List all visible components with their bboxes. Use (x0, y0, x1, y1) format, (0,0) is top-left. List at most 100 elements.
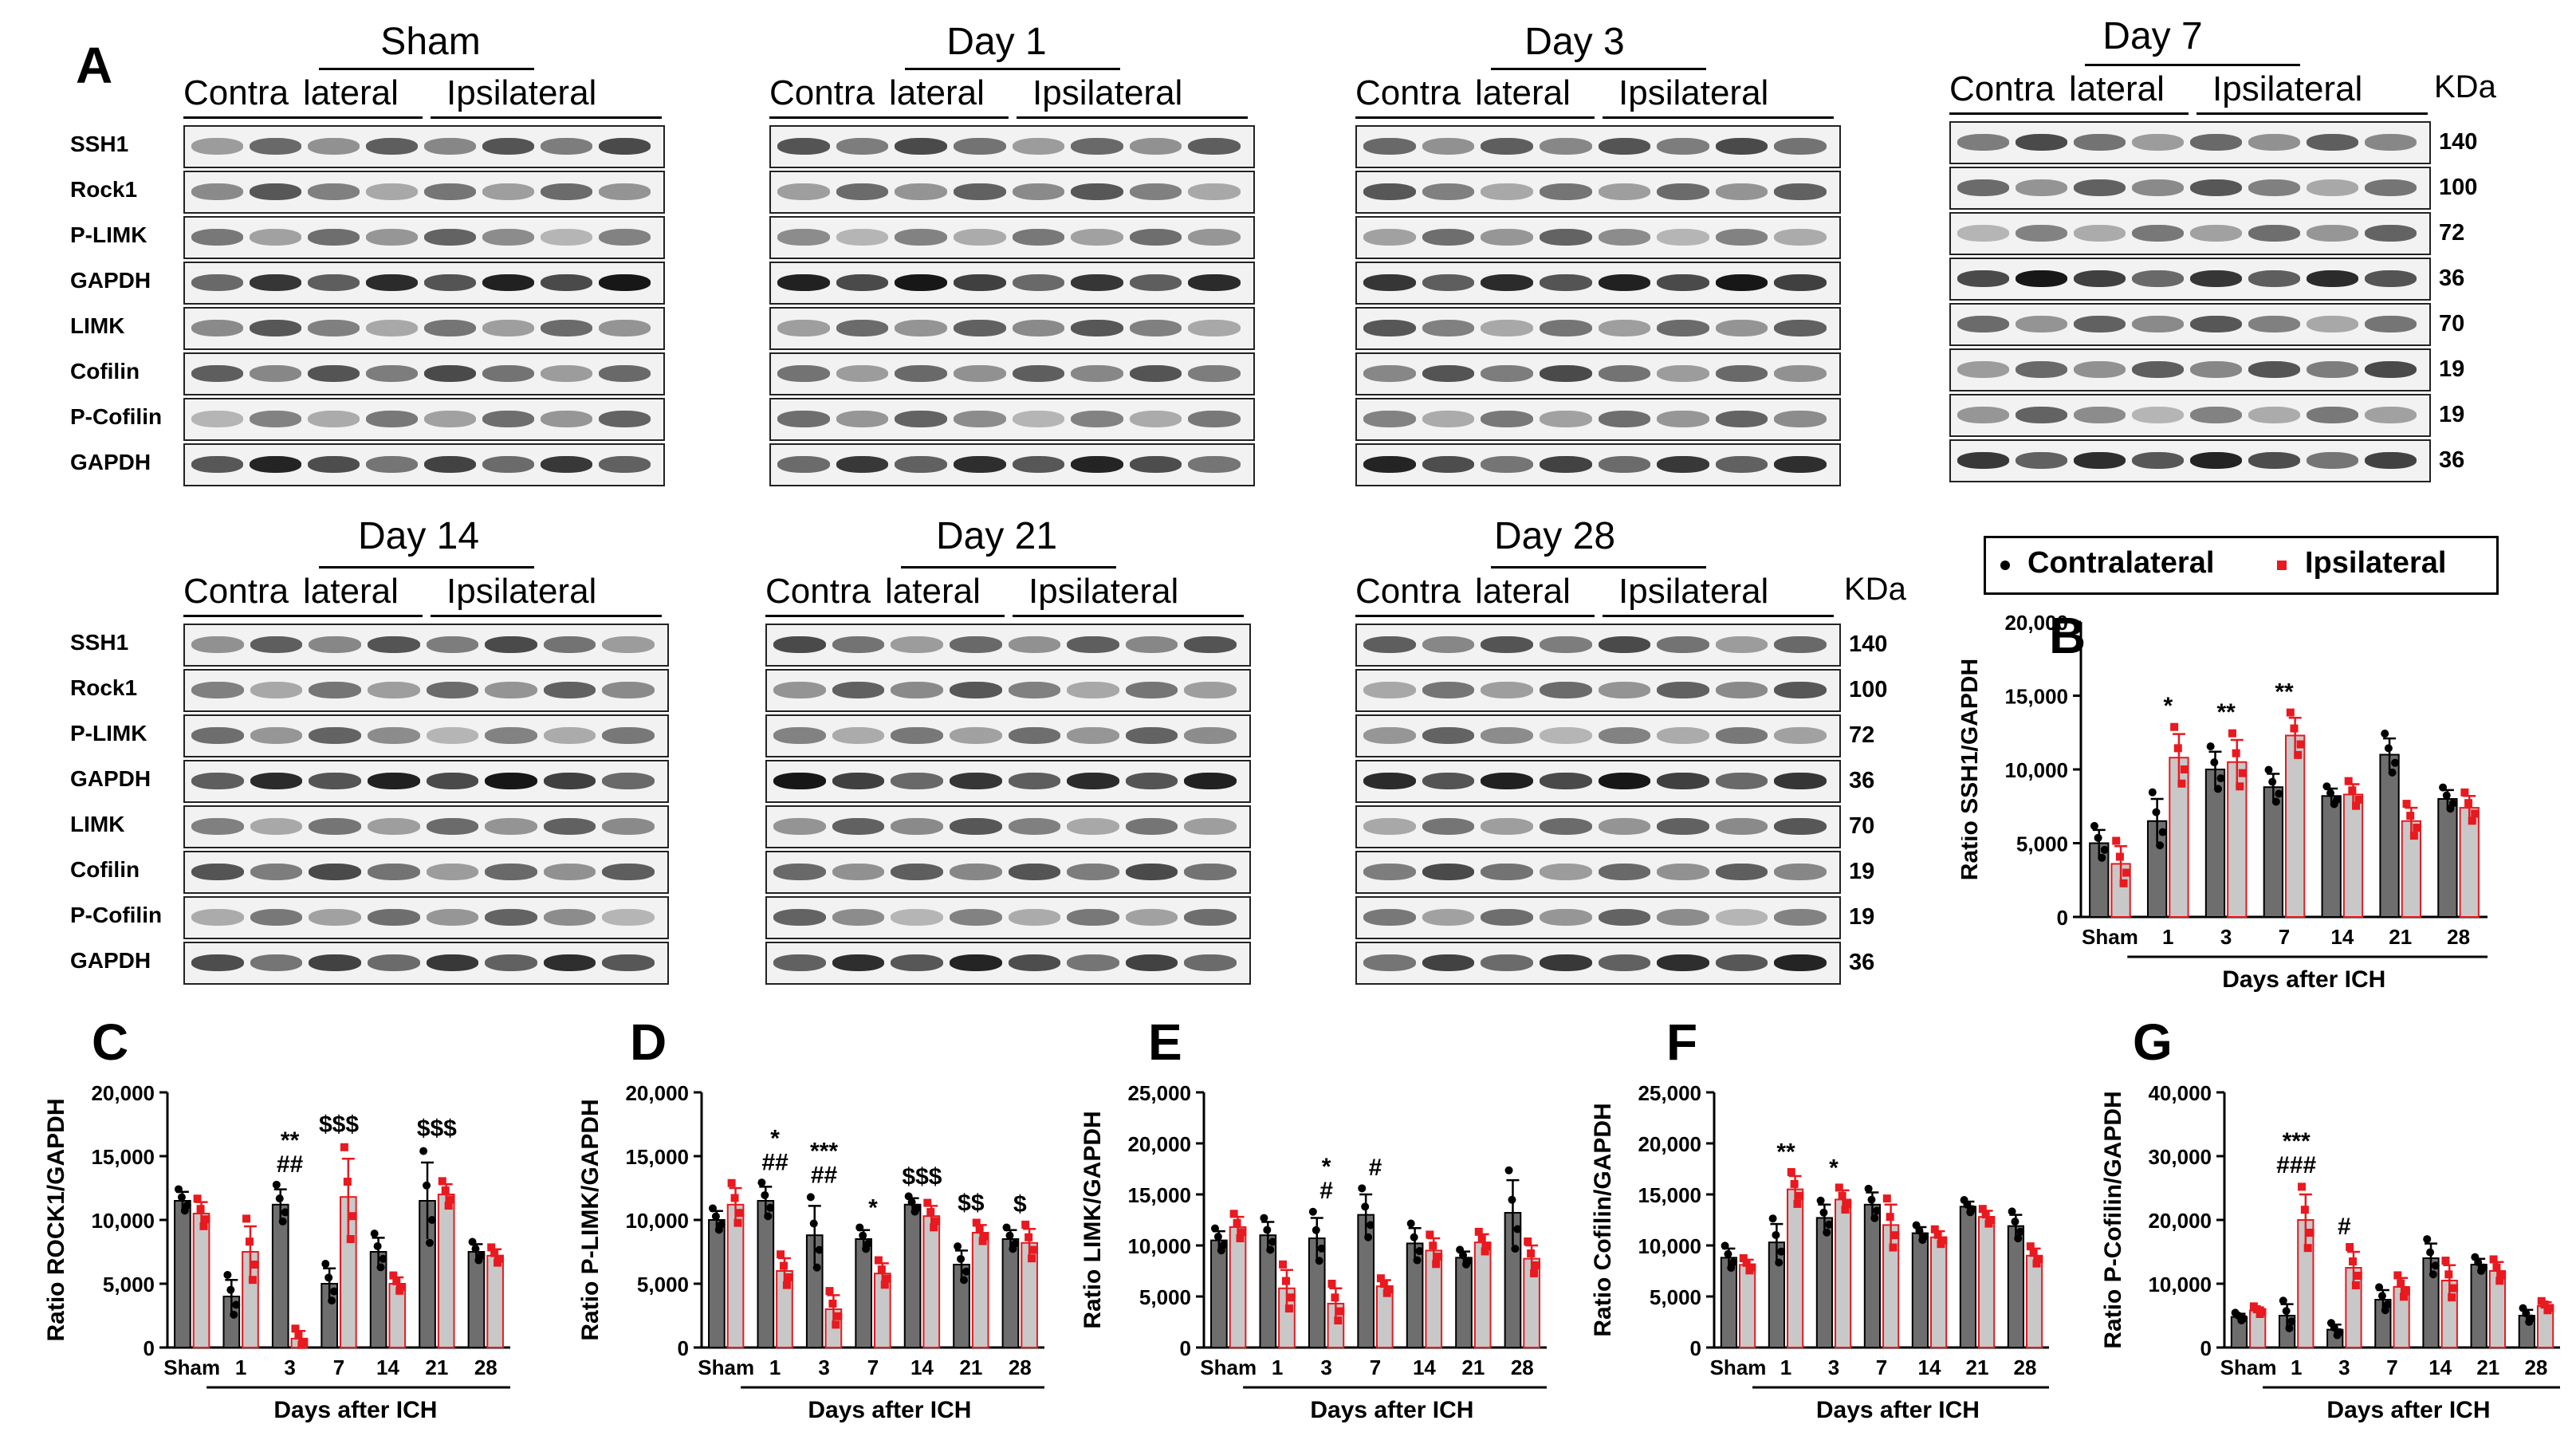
protein-band (1715, 138, 1768, 155)
x-tick-label: 28 (2014, 1355, 2037, 1379)
data-point-contralateral (815, 1245, 824, 1254)
data-point-ipsilateral (2444, 1270, 2453, 1279)
kda-label: 100 (1849, 677, 1888, 702)
data-point-ipsilateral (250, 1261, 259, 1269)
data-point-ipsilateral (1429, 1241, 1437, 1250)
x-tick-label: 7 (333, 1355, 344, 1379)
blot-strip (183, 443, 665, 486)
significance-annotation: ** (2275, 679, 2294, 705)
protein-band (2132, 361, 2184, 378)
protein-band (2074, 179, 2126, 196)
kda-label: 72 (1849, 722, 1875, 748)
ipsi-label: Ipsilateral (2212, 69, 2363, 108)
protein-band (1774, 320, 1827, 336)
protein-band (777, 320, 830, 336)
blot-strip (769, 443, 1255, 486)
blot-strip (1355, 307, 1841, 350)
protein-band (836, 274, 889, 291)
data-point-ipsilateral (1030, 1245, 1039, 1254)
data-point-contralateral (423, 1181, 431, 1190)
protein-band (949, 864, 1002, 880)
protein-band (250, 183, 301, 200)
protein-band (1539, 320, 1592, 336)
protein-band (2307, 452, 2358, 469)
row-label: GAPDH (70, 450, 151, 474)
protein-band (308, 320, 360, 336)
y-axis-label: Ratio SSH1/GAPDH (1961, 659, 1983, 880)
protein-band (250, 636, 303, 653)
protein-band (1715, 183, 1768, 200)
kda-label: 100 (2439, 175, 2478, 200)
protein-band (1129, 274, 1182, 291)
protein-band (2307, 134, 2358, 151)
data-point-contralateral (1213, 1232, 1222, 1241)
y-tick-label: 25,000 (1127, 1081, 1191, 1105)
protein-band (1125, 727, 1178, 744)
protein-band (2016, 270, 2067, 287)
blot-strip (183, 352, 665, 395)
protein-band (1657, 636, 1709, 653)
protein-band (1598, 365, 1651, 382)
row-label: P-Cofilin (70, 404, 163, 429)
protein-band (250, 954, 303, 971)
protein-band (1598, 138, 1651, 155)
protein-band (1012, 274, 1065, 291)
protein-band (2016, 225, 2067, 242)
protein-band (2365, 361, 2417, 378)
protein-band (2248, 407, 2300, 423)
contra-label-prefix: Contra (1949, 69, 2055, 108)
data-point-ipsilateral (2546, 1304, 2554, 1312)
x-tick-label: 7 (1370, 1355, 1381, 1379)
data-point-ipsilateral (1532, 1261, 1541, 1269)
data-point-ipsilateral (1939, 1236, 1948, 1245)
data-point-contralateral (2016, 1227, 2025, 1236)
data-point-ipsilateral (1530, 1269, 1539, 1277)
data-point-ipsilateral (730, 1194, 739, 1202)
protein-band (891, 818, 943, 835)
bar-contralateral (1001, 1238, 1020, 1348)
data-point-ipsilateral (294, 1331, 303, 1340)
data-point-contralateral (1721, 1241, 1729, 1250)
data-point-contralateral (1260, 1214, 1268, 1222)
blot-strip (183, 624, 669, 667)
x-tick-label: Sham (1710, 1355, 1767, 1379)
data-point-ipsilateral (978, 1237, 987, 1245)
protein-band (1363, 365, 1416, 382)
data-point-ipsilateral (2177, 779, 2186, 788)
protein-band (191, 773, 244, 789)
protein-band (953, 138, 1006, 155)
protein-band (1774, 365, 1827, 382)
protein-band (1125, 818, 1178, 835)
x-tick-label: 7 (867, 1355, 879, 1379)
contra-label-prefix: Contra (183, 572, 289, 611)
protein-band (191, 320, 243, 336)
blot-strip (765, 624, 1251, 667)
x-axis-label: Days after ICH (808, 1397, 971, 1423)
data-point-contralateral (1870, 1214, 1879, 1222)
protein-band (1598, 864, 1651, 880)
y-tick-label: 0 (2200, 1336, 2212, 1360)
data-point-ipsilateral (199, 1222, 208, 1230)
data-point-ipsilateral (1748, 1263, 1756, 1272)
data-point-ipsilateral (1795, 1191, 1804, 1200)
protein-band (485, 864, 537, 880)
protein-band (836, 411, 889, 427)
protein-band (949, 636, 1002, 653)
legend-marker-ipsilateral (2277, 561, 2287, 570)
data-point-contralateral (1768, 1214, 1777, 1223)
protein-band (1363, 636, 1416, 653)
contra-label-suffix: lateral (2069, 69, 2165, 108)
blot-title: Day 14 (357, 515, 480, 557)
data-point-contralateral (1968, 1205, 1977, 1214)
significance-annotation: * (1322, 1154, 1331, 1180)
data-point-contralateral (1508, 1195, 1516, 1204)
protein-band (485, 818, 537, 835)
protein-band (543, 727, 596, 744)
blot-strip (769, 171, 1255, 214)
protein-band (1188, 274, 1241, 291)
protein-band (2248, 134, 2300, 151)
protein-band (2016, 452, 2067, 469)
data-point-contralateral (1864, 1184, 1873, 1193)
protein-band (1012, 229, 1065, 246)
data-point-contralateral (1367, 1221, 1375, 1230)
